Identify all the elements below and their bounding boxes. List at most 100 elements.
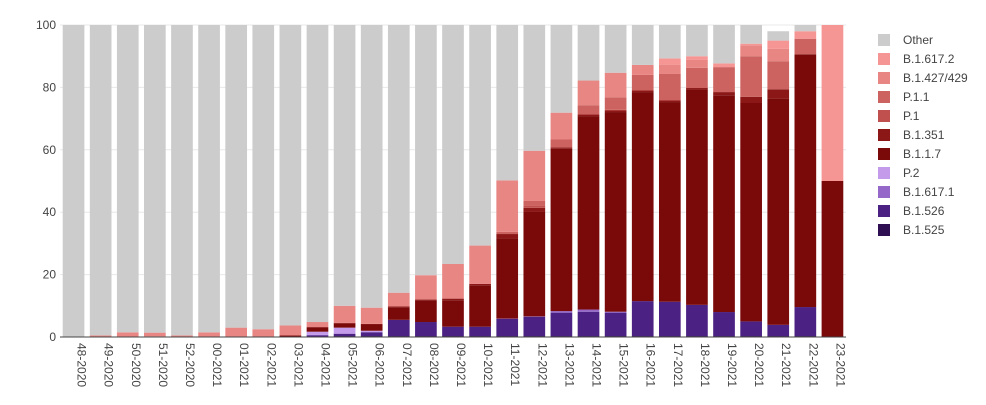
- bar-segment: [442, 300, 464, 327]
- bar-segment: [361, 308, 383, 324]
- bar-segment: [388, 306, 410, 307]
- bar-segment: [334, 333, 356, 334]
- bar-segment: [334, 306, 356, 323]
- bar-segment: [578, 310, 600, 312]
- legend-item[interactable]: B.1.526: [878, 204, 945, 218]
- legend-label: B.1.351: [903, 128, 945, 142]
- bar-segment: [334, 323, 356, 324]
- bar-segment: [740, 56, 762, 97]
- legend-label: P.1: [903, 109, 920, 123]
- y-tick-label: 40: [43, 205, 57, 219]
- legend-item[interactable]: B.1.617.2: [878, 52, 955, 66]
- bar-segment: [659, 302, 681, 336]
- legend-label: B.1.526: [903, 204, 945, 218]
- bar-segment: [795, 54, 817, 307]
- bar-segment: [361, 325, 383, 331]
- bar-segment: [551, 149, 573, 311]
- legend-item[interactable]: B.1.525: [878, 223, 945, 237]
- legend-item[interactable]: P.1: [878, 109, 920, 123]
- y-tick-label: 80: [43, 80, 57, 94]
- x-tick-label: 17-2021: [671, 343, 685, 387]
- bar-segment: [334, 324, 356, 328]
- bar-segment: [795, 25, 817, 31]
- bar-segment: [605, 313, 627, 336]
- bar-segment: [659, 101, 681, 103]
- bar-segment: [659, 65, 681, 74]
- x-tick-label: 48-2020: [75, 343, 89, 387]
- legend-label: P.2: [903, 166, 920, 180]
- x-tick-label: 23-2021: [833, 343, 847, 387]
- legend-swatch: [878, 167, 890, 179]
- bar-segment: [605, 97, 627, 109]
- bar-segment: [767, 41, 789, 49]
- legend-label: B.1.617.1: [903, 185, 955, 199]
- bar-segment: [551, 140, 573, 148]
- legend-swatch: [878, 129, 890, 141]
- bar-segment: [740, 45, 762, 56]
- legend-label: Other: [903, 33, 933, 47]
- bar-segment: [523, 206, 545, 208]
- legend-swatch: [878, 110, 890, 122]
- bar-segment: [415, 322, 437, 336]
- bar-segment: [496, 234, 518, 238]
- x-tick-label: 11-2021: [508, 343, 522, 386]
- legend-item[interactable]: B.1.617.1: [878, 185, 955, 199]
- legend-swatch: [878, 53, 890, 65]
- y-tick-label: 20: [43, 268, 57, 282]
- bar-segment: [225, 25, 247, 328]
- bar-segment: [388, 293, 410, 307]
- y-tick-label: 0: [49, 330, 56, 344]
- bar-segment: [713, 25, 735, 63]
- bar-segment: [632, 92, 654, 301]
- bar-segment: [307, 327, 329, 328]
- bar-segment: [361, 324, 383, 325]
- bar-segment: [632, 75, 654, 91]
- bar-segment: [659, 74, 681, 101]
- legend-item[interactable]: B.1.1.7: [878, 147, 941, 161]
- bar-segment: [578, 81, 600, 106]
- bar-segment: [415, 275, 437, 299]
- bar-segment: [280, 325, 302, 335]
- legend-item[interactable]: B.1.427/429: [878, 71, 968, 85]
- bar-segment: [442, 327, 464, 336]
- bar-segment: [307, 332, 329, 335]
- legend-swatch: [878, 224, 890, 236]
- legend-label: B.1.617.2: [903, 52, 955, 66]
- legend-item[interactable]: B.1.351: [878, 128, 945, 142]
- x-tick-label: 07-2021: [400, 343, 414, 387]
- bar-segment: [469, 327, 491, 336]
- bar-segment: [686, 25, 708, 56]
- legend: Other B.1.617.2 B.1.427/429 P.1.1 P.1 B.1.351…: [878, 33, 968, 237]
- x-tick-label: 14-2021: [590, 343, 604, 387]
- bar-segment: [361, 332, 383, 336]
- bar-segment: [632, 91, 654, 93]
- bar-segment: [605, 112, 627, 312]
- bar-segment: [713, 92, 735, 95]
- bar-segment: [795, 31, 817, 38]
- bar-segment: [469, 285, 491, 327]
- bar-segment: [415, 300, 437, 301]
- x-tick-label: 22-2021: [806, 343, 820, 387]
- bar-segment: [686, 305, 708, 336]
- legend-item[interactable]: P.2: [878, 166, 920, 180]
- legend-swatch: [878, 148, 890, 160]
- bar-segment: [686, 88, 708, 90]
- bar-segment: [551, 113, 573, 140]
- x-tick-label: 52-2020: [183, 343, 197, 387]
- x-tick-label: 09-2021: [454, 343, 468, 387]
- bar-segment: [632, 301, 654, 336]
- bar-segment: [442, 264, 464, 299]
- x-tick-label: 00-2021: [210, 343, 224, 387]
- bar-segment: [252, 25, 274, 329]
- bar-segment: [686, 56, 708, 60]
- x-tick-label: 04-2021: [318, 343, 332, 387]
- bar-segment: [605, 110, 627, 112]
- bar-segment: [740, 44, 762, 46]
- x-tick-label: 20-2021: [752, 343, 766, 387]
- legend-item[interactable]: Other: [878, 33, 933, 47]
- legend-item[interactable]: P.1.1: [878, 90, 930, 104]
- bar-segment: [523, 25, 545, 151]
- x-tick-label: 05-2021: [346, 343, 360, 387]
- bar-segment: [795, 307, 817, 336]
